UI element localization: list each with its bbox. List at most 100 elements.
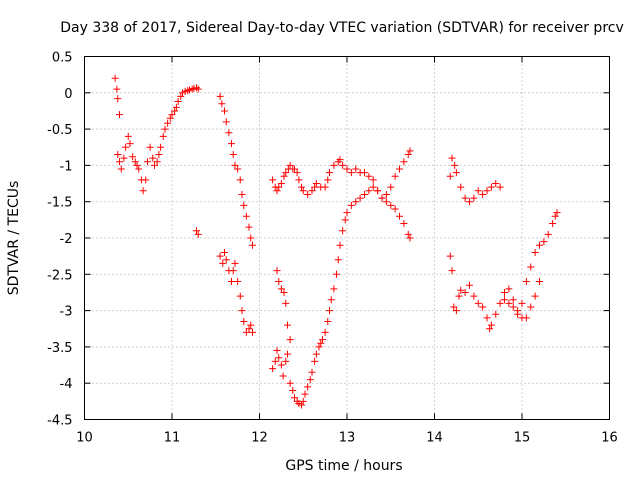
data-point-sat-a [194, 230, 202, 238]
data-point-sat-d [308, 187, 316, 195]
data-point-sat-e [474, 187, 482, 195]
data-point-sat-e [540, 238, 548, 246]
data-point-sat-b [222, 256, 230, 264]
data-point-sat-c [282, 357, 290, 365]
data-point-sat-e [544, 230, 552, 238]
data-point-sat-c [327, 296, 335, 304]
data-point-sat-b [221, 107, 228, 115]
data-point-sat-a [194, 85, 202, 93]
data-point-sat-a [155, 151, 163, 159]
data-point-sat-c [308, 368, 316, 376]
data-point-sat-c [273, 347, 281, 355]
data-point-sat-c [275, 278, 283, 286]
data-point-sat-c [306, 376, 314, 384]
data-point-sat-d [311, 183, 319, 191]
data-point-sat-d [343, 165, 351, 173]
data-point-sat-a [131, 158, 139, 166]
data-point-sat-c [361, 190, 368, 198]
data-point-sat-e [451, 161, 459, 169]
data-point-sat-e [479, 303, 487, 311]
data-point-sat-b [242, 328, 250, 336]
data-point-sat-b [238, 190, 246, 198]
data-point-sat-a [188, 85, 196, 93]
data-point-sat-e [448, 267, 456, 275]
data-point-sat-c [275, 354, 283, 362]
data-point-sat-c [391, 205, 399, 213]
data-point-sat-a [174, 98, 182, 106]
data-point-sat-a [114, 95, 122, 103]
y-tick-labels: 0.5 0 -0.5 -1 -1.5 -2 -2.5 -3 -3.5 -4 -4.5 [47, 51, 72, 429]
data-point-sat-a [164, 119, 172, 127]
data-point-sat-b [247, 234, 255, 242]
data-point-sat-a [177, 92, 185, 100]
data-point-sat-b [245, 223, 253, 231]
data-point-sat-a [139, 187, 147, 195]
data-point-sat-a [172, 103, 180, 111]
data-point-sat-a [111, 74, 119, 82]
data-point-sat-d [275, 183, 283, 191]
data-point-sat-e [446, 172, 454, 180]
data-point-sat-a [126, 140, 134, 148]
data-point-sat-e [457, 286, 465, 294]
data-point-sat-b [240, 317, 248, 325]
data-point-sat-e [505, 285, 513, 293]
data-point-sat-c [324, 317, 332, 325]
x-tick-label: 16 [601, 431, 618, 446]
data-point-sat-e [551, 212, 559, 220]
data-point-sat-d [280, 172, 288, 180]
data-point-sat-e [452, 169, 460, 177]
y-tick-label: -0.5 [47, 123, 72, 138]
data-point-sat-e [474, 299, 482, 307]
data-point-sat-b [231, 259, 239, 267]
data-point-sat-d [406, 147, 414, 155]
data-point-sat-e [536, 241, 543, 249]
data-point-sat-d [286, 161, 294, 169]
data-point-sat-e [492, 180, 500, 188]
data-point-sat-c [269, 365, 277, 373]
data-point-sat-e [470, 292, 478, 300]
data-point-sat-a [113, 85, 121, 93]
data-point-sat-a [133, 161, 141, 169]
data-point-sat-e [470, 194, 478, 202]
y-tick-label: -1 [60, 159, 73, 174]
data-point-sat-b [216, 92, 224, 100]
data-point-sat-d [404, 151, 412, 159]
grid [84, 56, 610, 420]
y-tick-label: -4.5 [47, 414, 72, 429]
data-point-sat-c [330, 285, 338, 293]
data-point-sat-e [446, 252, 454, 260]
data-point-sat-b [234, 278, 242, 286]
data-point-sat-b [229, 151, 237, 159]
data-point-sat-c [404, 230, 412, 238]
data-point-sat-a [117, 165, 125, 173]
data-point-sat-d [312, 180, 320, 188]
data-point-sat-a [124, 132, 132, 140]
data-point-sat-c [333, 270, 340, 278]
data-point-sat-a [171, 107, 179, 115]
data-point-sat-b [249, 328, 256, 336]
data-point-sat-e [509, 296, 517, 304]
data-point-sat-c [277, 285, 285, 293]
y-tick-label: -4 [60, 377, 73, 392]
data-point-sat-d [382, 190, 390, 198]
data-point-sat-d [298, 183, 305, 191]
data-point-sat-d [299, 187, 307, 195]
data-point-sat-c [286, 379, 294, 387]
data-point-sat-a [114, 151, 122, 159]
data-point-sat-c [356, 194, 364, 202]
data-point-sat-d [293, 169, 301, 177]
data-point-sat-e [522, 314, 530, 322]
data-point-sat-d [352, 165, 360, 173]
data-point-sat-d [369, 176, 377, 184]
data-point-sat-c [334, 256, 342, 264]
data-point-sat-a [166, 114, 174, 122]
data-point-sat-e [479, 190, 487, 198]
data-point-sat-e [527, 303, 535, 311]
data-point-sat-b [221, 249, 228, 257]
data-point-sat-c [347, 201, 355, 209]
x-tick-label: 12 [251, 431, 268, 446]
data-point-sat-a [184, 87, 192, 95]
data-point-sat-c [279, 372, 287, 380]
data-point-sat-e [514, 307, 522, 315]
